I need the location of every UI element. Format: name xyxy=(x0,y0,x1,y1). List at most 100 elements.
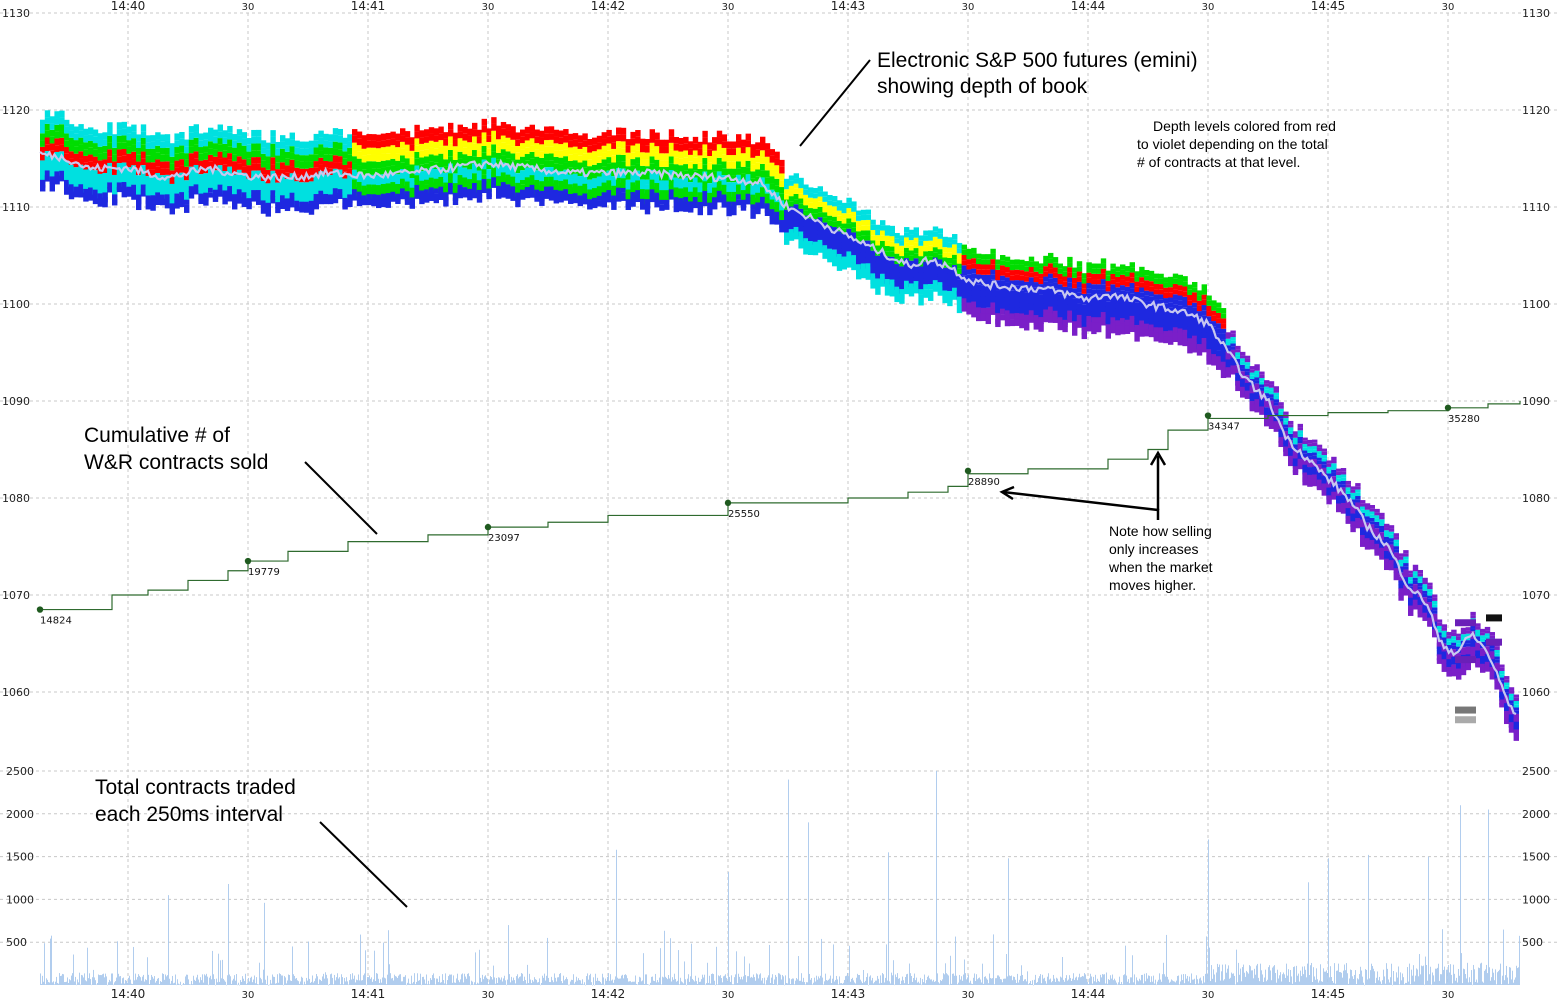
volume-bar xyxy=(772,974,773,985)
depth-level-bid xyxy=(784,221,790,230)
depth-level-bid xyxy=(985,285,991,292)
depth-level-ask xyxy=(1201,289,1207,295)
depth-level-ask xyxy=(889,246,895,252)
volume-bar xyxy=(605,978,606,985)
depth-level-ask xyxy=(899,261,905,267)
depth-level-bid xyxy=(1062,308,1068,317)
depth-of-book-bands xyxy=(40,110,1519,741)
depth-level-ask xyxy=(851,227,857,233)
depth-level-ask xyxy=(44,144,51,152)
volume-bar xyxy=(313,982,314,985)
depth-level-bid xyxy=(1115,297,1121,306)
depth-level-ask xyxy=(102,139,108,146)
depth-level-bid xyxy=(232,174,238,181)
depth-level-ask xyxy=(347,141,353,148)
volume-bar xyxy=(56,976,57,985)
depth-level-bid xyxy=(380,179,387,188)
volume-bar xyxy=(176,984,177,986)
depth-level-bid xyxy=(318,176,324,186)
depth-level-bid xyxy=(155,187,161,197)
depth-level-ask xyxy=(692,164,699,171)
depth-level-ask xyxy=(496,125,502,133)
depth-level-ask xyxy=(654,159,660,167)
volume-bar xyxy=(632,981,633,985)
depth-level-bid xyxy=(313,174,319,184)
depth-level-bid xyxy=(64,175,70,184)
volume-bar xyxy=(688,974,689,985)
depth-level-ask xyxy=(1451,632,1457,637)
depth-level-bid xyxy=(140,174,147,182)
depth-level-bid xyxy=(256,180,262,188)
depth-level-ask xyxy=(155,145,161,153)
depth-level-ask xyxy=(539,130,545,138)
depth-level-bid xyxy=(625,194,631,201)
depth-level-ask xyxy=(529,138,535,146)
depth-level-ask xyxy=(659,139,665,147)
volume-bar xyxy=(361,980,362,985)
depth-level-bid xyxy=(1504,714,1510,725)
depth-level-bid xyxy=(1004,293,1011,301)
depth-level-bid xyxy=(971,307,977,318)
depth-level-bid xyxy=(44,165,51,175)
volume-bar xyxy=(117,941,118,985)
volume-bar xyxy=(1169,982,1170,985)
depth-level-bid xyxy=(1398,588,1404,596)
depth-level-bid xyxy=(908,260,915,270)
depth-level-ask xyxy=(635,136,641,144)
depth-level-ask xyxy=(635,150,641,158)
depth-level-ask xyxy=(337,149,343,157)
volume-bar xyxy=(1247,972,1248,985)
depth-level-ask xyxy=(400,148,406,156)
depth-level-ask xyxy=(481,145,487,153)
depth-level-ask xyxy=(524,140,531,148)
depth-level-ask xyxy=(740,153,747,161)
depth-level-ask xyxy=(169,170,175,178)
depth-level-ask xyxy=(1340,477,1347,481)
depth-level-bid xyxy=(1307,478,1313,487)
depth-level-ask xyxy=(73,160,79,168)
depth-level-ask xyxy=(745,167,751,175)
volume-bar xyxy=(1066,975,1067,985)
depth-level-bid xyxy=(1052,316,1059,323)
volume-bar xyxy=(990,977,991,985)
depth-level-ask xyxy=(668,156,675,164)
depth-level-bid xyxy=(1321,487,1327,496)
volume-bar xyxy=(896,977,897,985)
depth-level-bid xyxy=(332,193,339,204)
depth-level-ask xyxy=(347,161,353,169)
volume-bar xyxy=(666,977,667,985)
depth-level-ask xyxy=(937,243,943,250)
depth-level-bid xyxy=(1076,303,1083,314)
depth-level-ask xyxy=(1000,260,1006,266)
depth-level-ask xyxy=(1446,635,1452,639)
depth-level-ask xyxy=(563,135,569,143)
volume-bar xyxy=(709,975,710,985)
depth-level-ask xyxy=(88,134,94,141)
depth-level-ask xyxy=(683,164,689,171)
depth-level-bid xyxy=(582,193,588,201)
depth-level-ask xyxy=(990,274,996,280)
depth-level-ask xyxy=(966,259,972,265)
depth-level-ask xyxy=(443,159,449,167)
volume-bar xyxy=(131,983,132,985)
depth-level-bid xyxy=(812,247,819,256)
volume-bar xyxy=(753,974,754,985)
depth-level-ask xyxy=(1225,335,1231,339)
depth-level-bid xyxy=(1278,440,1284,448)
volume-bar xyxy=(458,980,459,985)
volume-bar xyxy=(533,981,534,985)
volume-bar xyxy=(887,980,888,985)
depth-level-bid xyxy=(520,179,526,185)
depth-level-bid xyxy=(668,189,675,198)
depth-level-ask xyxy=(976,269,982,275)
depth-level-bid xyxy=(1014,313,1020,321)
volume-bar xyxy=(1249,965,1250,985)
volume-bar xyxy=(760,973,761,985)
volume-bar xyxy=(1156,984,1157,986)
depth-level-ask xyxy=(88,154,94,162)
depth-level-bid xyxy=(1196,349,1203,356)
depth-level-bid xyxy=(1403,569,1409,577)
volume-bar xyxy=(560,973,561,985)
depth-level-ask xyxy=(1355,486,1361,490)
depth-level-bid xyxy=(1187,321,1193,331)
